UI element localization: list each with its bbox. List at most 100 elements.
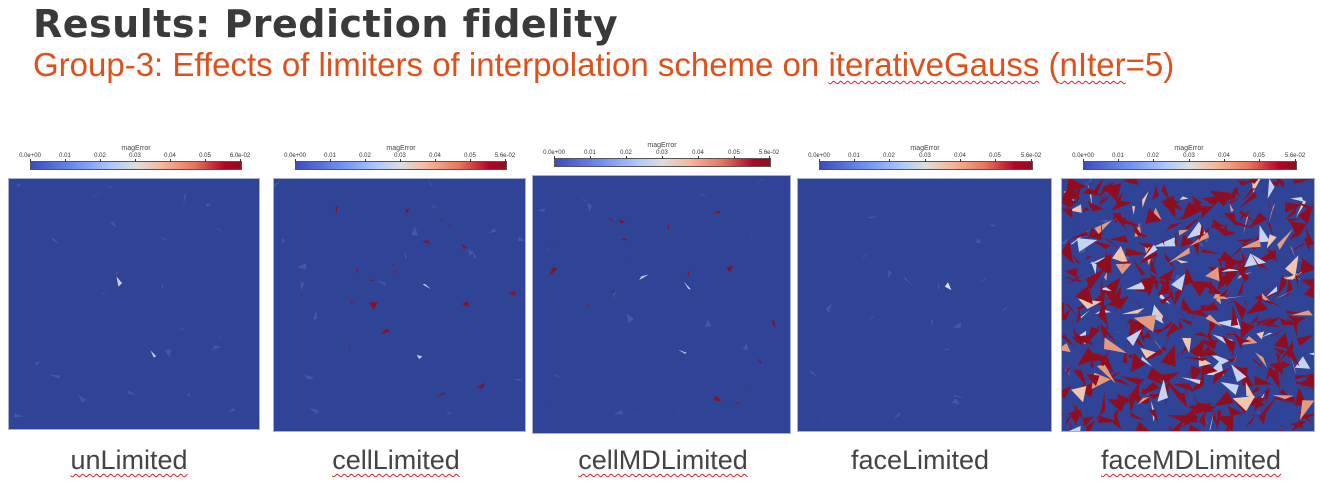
error-cell <box>1104 337 1127 354</box>
error-cell <box>461 301 470 308</box>
error-cell <box>586 304 591 308</box>
mesh-speckle <box>987 224 995 228</box>
error-cell <box>348 343 351 352</box>
error-cell <box>1224 261 1239 288</box>
error-cell <box>1128 179 1133 180</box>
mesh-speckle <box>411 226 419 236</box>
mesh-speckle <box>893 412 901 419</box>
mesh-speckle <box>581 197 586 203</box>
error-cell <box>1285 205 1298 220</box>
error-cell <box>1198 410 1206 428</box>
error-cell <box>1159 292 1176 305</box>
error-cell <box>1165 222 1184 232</box>
error-cell <box>1112 246 1129 265</box>
subtitle-prefix: Group-3: Effects of limiters of interpol… <box>33 46 829 83</box>
error-cell <box>1231 364 1247 382</box>
mesh-speckle <box>1256 411 1262 414</box>
colorbar-tick: 0.0e+00 <box>543 150 565 156</box>
colorbar-tick: 0.01 <box>324 153 336 159</box>
error-cell <box>1087 227 1096 240</box>
error-cell <box>1254 397 1266 413</box>
mesh-speckle <box>1001 305 1009 311</box>
error-cell <box>1265 366 1274 382</box>
error-cell <box>1200 206 1215 219</box>
colorbar-tick: 5.6e-02 <box>1284 153 1306 159</box>
mesh-speckle <box>216 228 224 233</box>
error-cell <box>1275 179 1284 189</box>
error-cell <box>1269 367 1280 390</box>
colorbar-tick: 0.0e+00 <box>1072 153 1094 159</box>
error-cell <box>1129 337 1145 349</box>
error-cell <box>1099 287 1112 292</box>
error-cell <box>1301 413 1314 420</box>
error-cell <box>1286 277 1293 298</box>
error-cell <box>1084 256 1092 261</box>
colorbar-tick: 0.05 <box>728 150 740 156</box>
error-cell <box>1214 391 1234 407</box>
error-cell <box>1132 206 1136 215</box>
error-cell <box>1188 424 1202 431</box>
error-cell <box>1265 321 1282 328</box>
error-cell <box>1304 220 1314 222</box>
error-cell <box>1157 268 1174 280</box>
error-cell <box>1245 382 1255 398</box>
error-cell <box>1277 274 1286 297</box>
error-cell <box>1238 191 1257 209</box>
error-cell <box>628 256 632 258</box>
error-cell <box>1157 272 1170 296</box>
mesh-speckle <box>754 179 765 185</box>
error-cell <box>1142 191 1149 208</box>
colorbar-tick: 5.6e-02 <box>494 153 516 159</box>
mesh-speckle <box>403 251 408 260</box>
error-cell <box>1133 314 1157 332</box>
error-cell <box>1217 215 1230 217</box>
colorbar-tick: 0.0e+00 <box>19 153 41 159</box>
error-cell <box>1267 179 1275 199</box>
mesh-speckle <box>586 203 592 213</box>
error-cell <box>1275 352 1281 364</box>
error-cell <box>1072 369 1086 386</box>
error-cell <box>1266 234 1277 249</box>
colorbar-gradient <box>295 161 507 170</box>
mesh-speckle <box>296 263 307 270</box>
error-cell <box>1277 228 1294 250</box>
colorbar-tick: 0.0e+00 <box>808 153 830 159</box>
colorbar-tick: 0.03 <box>394 153 406 159</box>
mesh-speckle <box>217 332 226 340</box>
error-cell <box>1188 232 1210 247</box>
error-cell <box>1291 420 1307 431</box>
error-cell <box>1165 203 1183 211</box>
mesh-speckle <box>228 407 235 413</box>
error-cell <box>1096 364 1116 384</box>
error-cell <box>1140 347 1156 359</box>
error-cell <box>1094 219 1113 235</box>
colorbar-tick: 0.01 <box>848 153 860 159</box>
mesh-speckle <box>78 394 87 403</box>
error-cell <box>1160 344 1176 367</box>
error-cell <box>1245 415 1255 427</box>
mesh-speckle <box>235 300 238 307</box>
error-cell <box>1265 189 1268 202</box>
mesh-speckle <box>14 413 24 418</box>
mesh-speckle <box>613 289 617 299</box>
error-cell <box>1237 278 1245 297</box>
error-cell <box>1304 235 1310 252</box>
error-cell <box>1141 388 1157 395</box>
error-cell <box>1296 378 1314 388</box>
error-cell <box>713 395 722 402</box>
mesh-speckle <box>714 411 717 413</box>
colorbar-title: magError <box>1174 145 1204 152</box>
error-cell <box>1068 409 1082 425</box>
error-cell <box>1291 310 1313 316</box>
colorbar-tick: 0.0e+00 <box>284 153 306 159</box>
error-cell <box>1069 204 1082 213</box>
error-cell <box>1062 263 1069 268</box>
error-cell <box>1247 179 1259 184</box>
colorbar-tick: 0.03 <box>656 150 668 156</box>
error-cell <box>1296 201 1314 210</box>
error-cell <box>1142 331 1152 339</box>
error-cell <box>1236 257 1248 269</box>
error-cell <box>1106 295 1129 309</box>
colorbar: magError 0.0e+00 0.01 0.02 0.03 0.04 0.0… <box>797 145 1051 175</box>
error-cell <box>1115 263 1132 275</box>
